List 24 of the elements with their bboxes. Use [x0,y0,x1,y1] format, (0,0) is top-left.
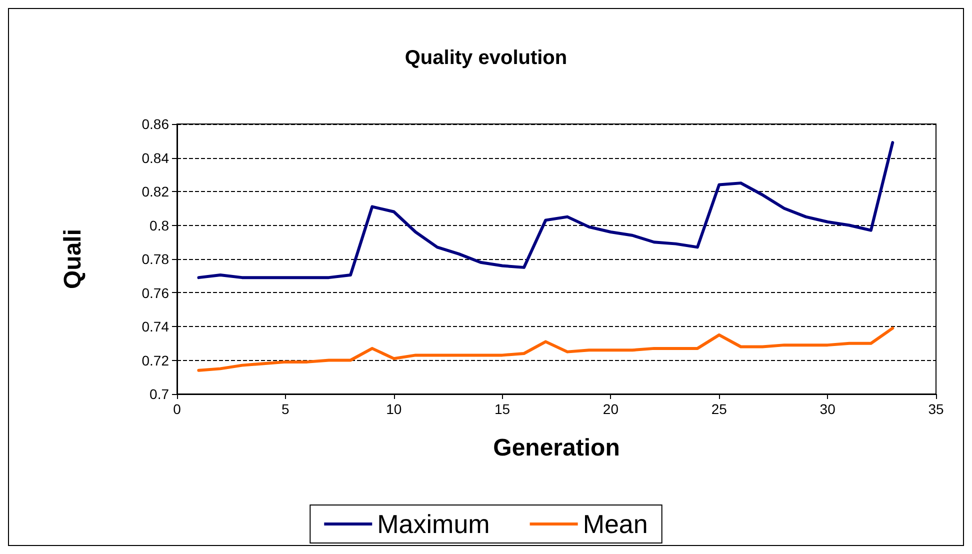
y-tick-label: 0.7 [150,386,170,402]
x-axis-title: Generation [493,434,620,462]
y-tick-label: 0.82 [142,184,170,200]
y-axis-title: Quali [60,228,86,290]
line-series [197,326,894,372]
legend-label: Maximum [377,509,490,539]
y-tick-label: 0.74 [142,318,170,334]
x-tick-label: 30 [820,401,836,417]
x-tick-label: 20 [602,401,619,417]
x-tick-label: 5 [282,401,290,417]
line-series [197,141,894,280]
chart-title: Quality evolution [404,47,568,69]
x-tick-label: 35 [928,401,944,417]
y-tick-label: 0.76 [142,284,170,301]
legend-label: Mean [582,509,648,539]
x-tick-label: 15 [494,401,510,417]
y-tick-label: 0.78 [142,251,170,267]
x-tick-label: 25 [711,401,728,417]
y-tick-label: 0.84 [142,150,170,166]
y-tick-label: 0.8 [150,217,170,234]
y-tick-label: 0.72 [142,352,170,368]
x-tick-label: 10 [386,401,402,417]
x-tick-label: 0 [173,401,182,417]
y-tick-label: 0.86 [142,116,170,132]
